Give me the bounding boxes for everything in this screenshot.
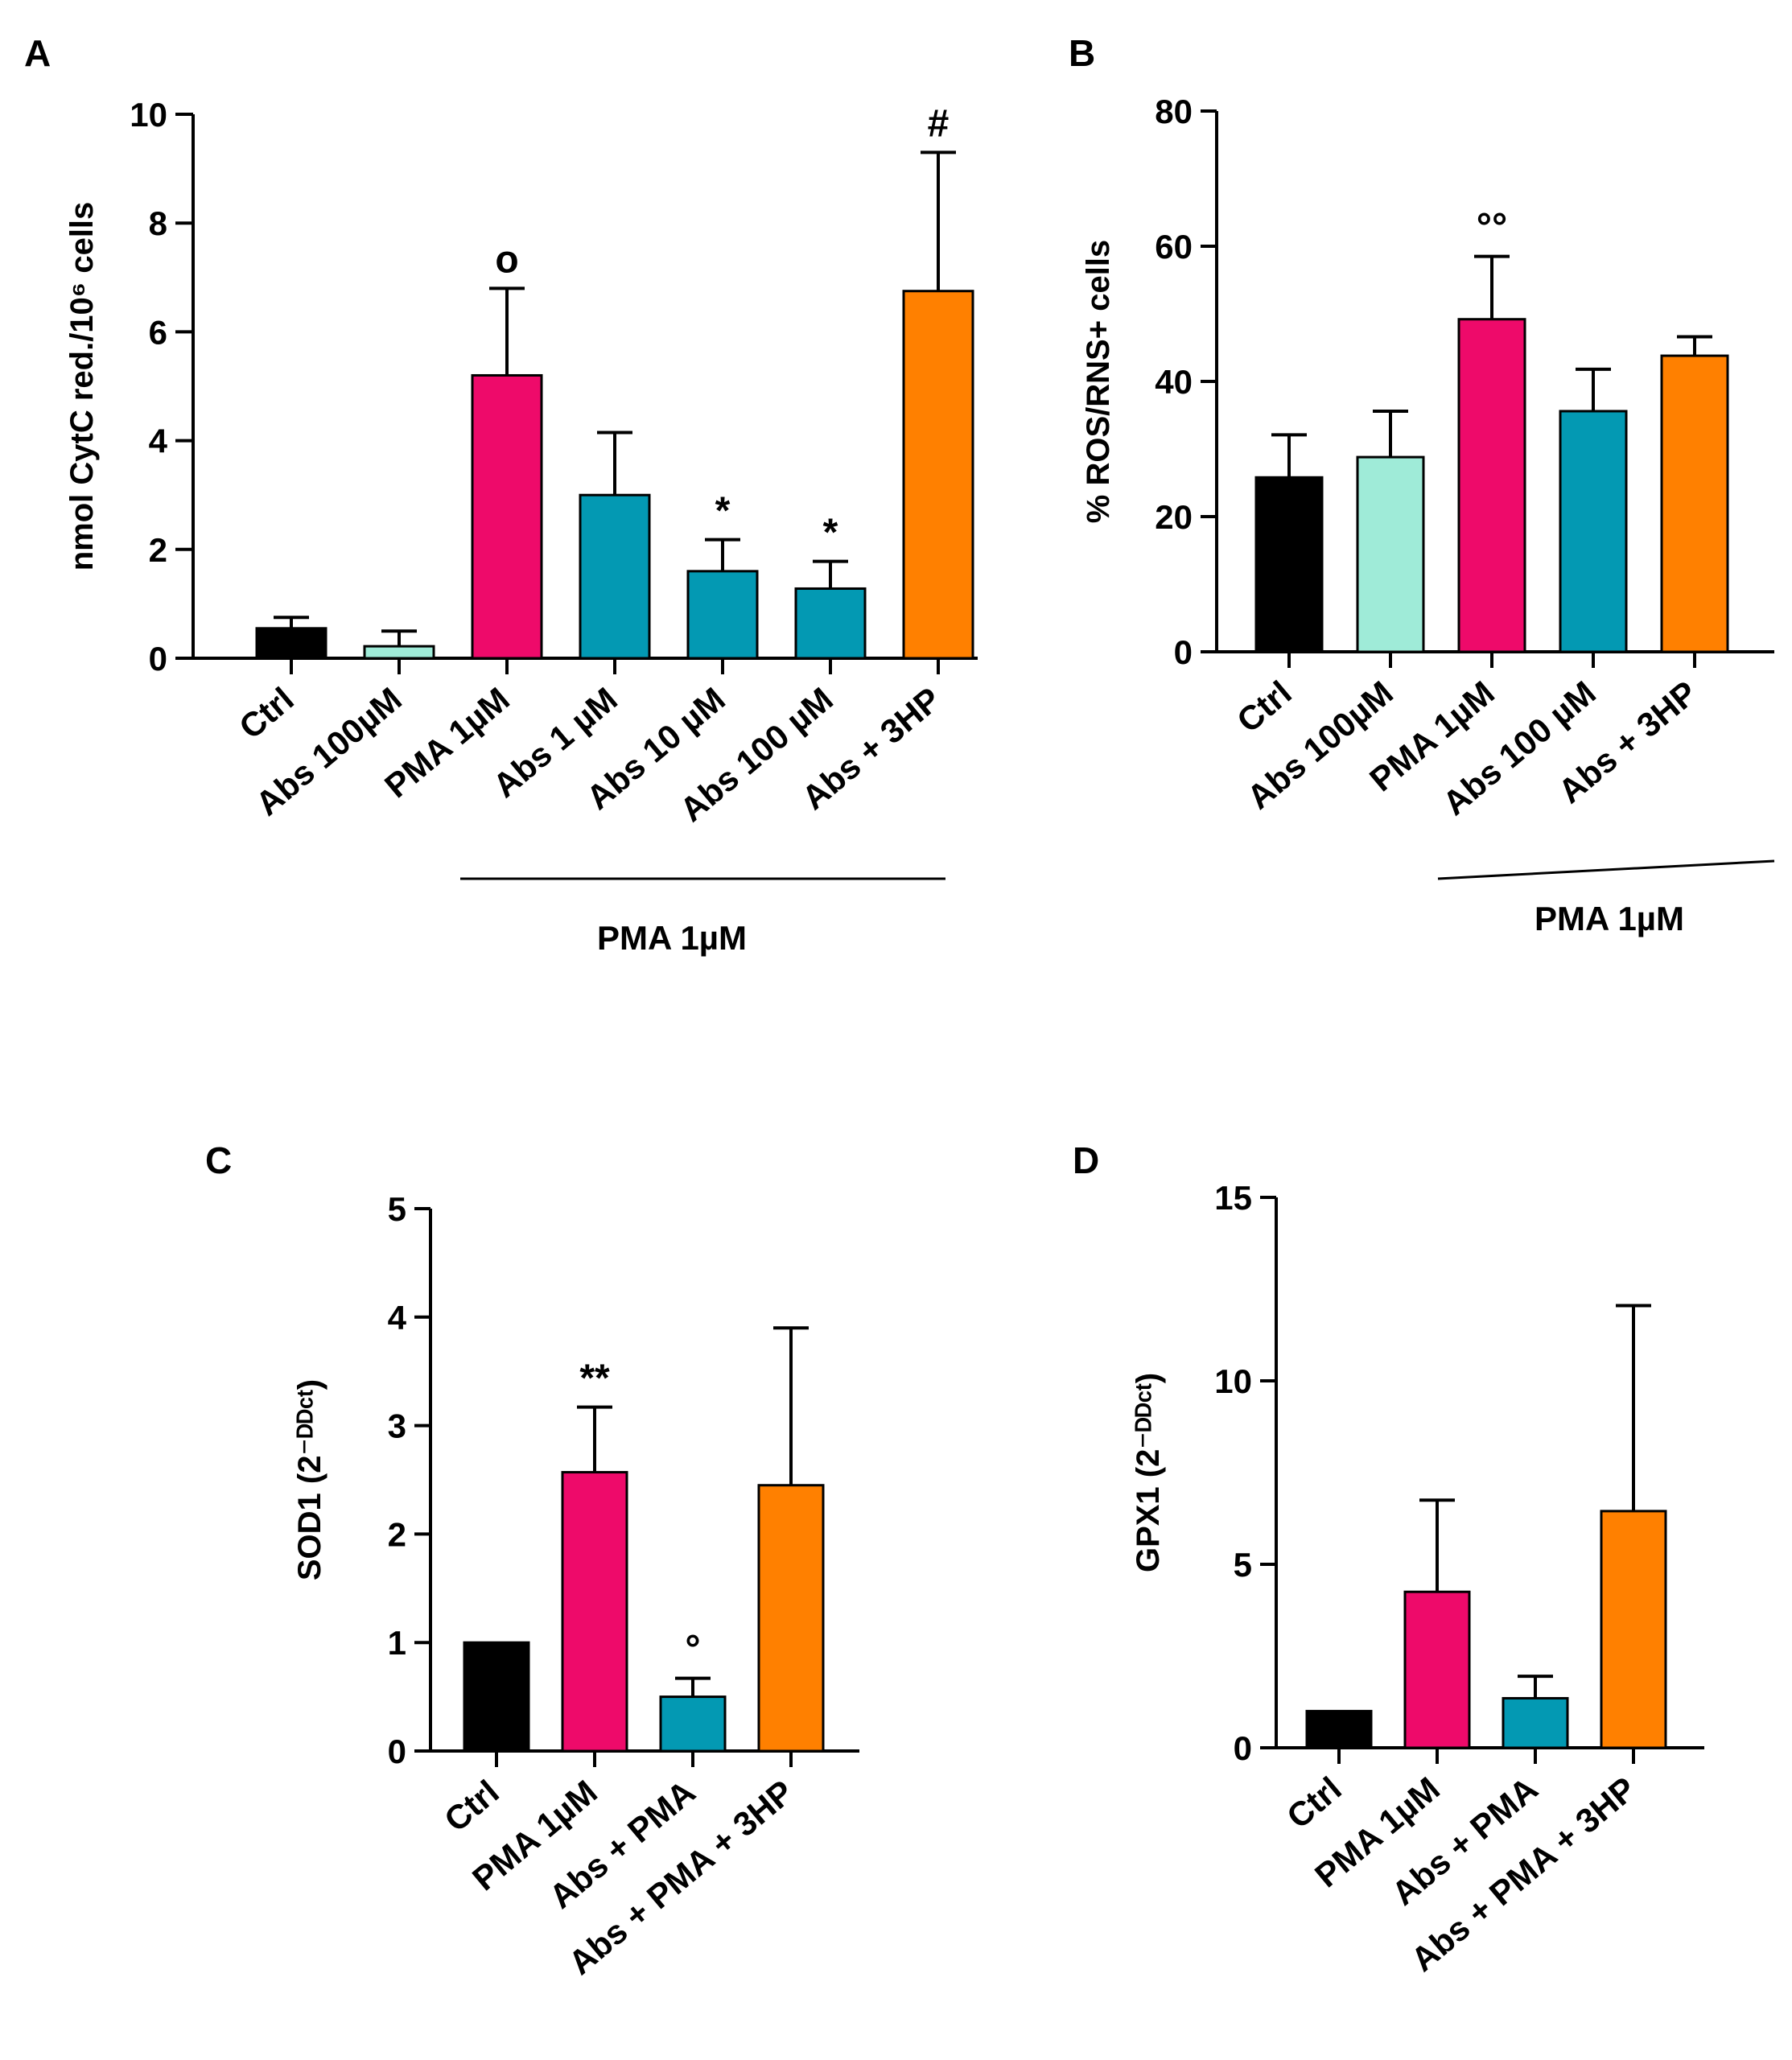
group-label: PMA 1µM (1535, 900, 1684, 937)
group-label: PMA 1µM (597, 919, 747, 957)
x-tick-label: Ctrl (437, 1773, 506, 1840)
x-tick-label: Ctrl (1279, 1770, 1349, 1836)
y-axis-label: SOD1 (2⁻ᴰᴰᶜᵗ) (292, 1379, 328, 1580)
significance-marker: * (823, 512, 838, 554)
y-tick-label: 0 (149, 640, 167, 678)
bar (757, 1484, 825, 1753)
significance-marker: # (928, 102, 950, 145)
bar (1403, 1590, 1471, 1749)
panel-letter: B (1069, 32, 1095, 74)
bar (471, 373, 543, 660)
panel-letter: C (205, 1139, 232, 1181)
y-tick-label: 3 (388, 1407, 406, 1445)
bar (902, 290, 974, 660)
y-tick-label: 40 (1155, 363, 1193, 401)
bar (363, 645, 435, 660)
y-tick-label: 0 (388, 1732, 406, 1770)
y-axis-label: GPX1 (2⁻ᴰᴰᶜᵗ) (1131, 1373, 1166, 1572)
bar (463, 1641, 530, 1753)
y-axis-label: nmol CytC red./10⁶ cells (64, 202, 100, 571)
group-line (1437, 859, 1775, 880)
y-tick-label: 15 (1214, 1179, 1252, 1217)
y-axis-label: % ROS/RNS+ cells (1081, 240, 1116, 523)
y-tick-label: 10 (1214, 1362, 1252, 1400)
bar (1502, 1696, 1569, 1749)
bar (794, 587, 867, 660)
y-tick-label: 5 (388, 1190, 406, 1228)
y-tick-label: 10 (130, 96, 167, 134)
significance-marker: o (495, 238, 518, 281)
y-tick-label: 5 (1234, 1546, 1252, 1584)
significance-marker: ** (579, 1358, 610, 1400)
bar (1305, 1709, 1373, 1749)
bar (1254, 476, 1324, 653)
x-tick-label: Ctrl (1230, 674, 1299, 740)
bar (1559, 410, 1628, 653)
bar (1457, 318, 1526, 653)
y-tick-label: 80 (1155, 93, 1193, 130)
y-tick-label: 0 (1174, 633, 1193, 671)
y-tick-label: 4 (388, 1299, 407, 1337)
y-tick-label: 60 (1155, 228, 1193, 266)
panel-letter: A (24, 32, 51, 74)
y-tick-label: 8 (149, 204, 167, 242)
bar (659, 1695, 727, 1753)
bar (686, 570, 759, 660)
bar (1600, 1510, 1667, 1749)
y-tick-label: 6 (149, 313, 167, 351)
y-tick-label: 0 (1234, 1729, 1252, 1767)
bar (1660, 354, 1729, 653)
y-tick-label: 20 (1155, 498, 1193, 536)
y-tick-label: 1 (388, 1624, 406, 1662)
significance-marker: * (715, 490, 731, 533)
bar (561, 1471, 628, 1753)
bar (1356, 455, 1425, 653)
y-tick-label: 4 (149, 422, 168, 460)
significance-marker: °° (1477, 207, 1507, 249)
bar (255, 627, 328, 660)
y-tick-label: 2 (149, 531, 167, 569)
panel-letter: D (1073, 1139, 1099, 1181)
x-tick-label: Ctrl (232, 680, 301, 747)
bar (579, 493, 651, 660)
y-tick-label: 2 (388, 1515, 406, 1553)
significance-marker: ° (685, 1629, 700, 1671)
